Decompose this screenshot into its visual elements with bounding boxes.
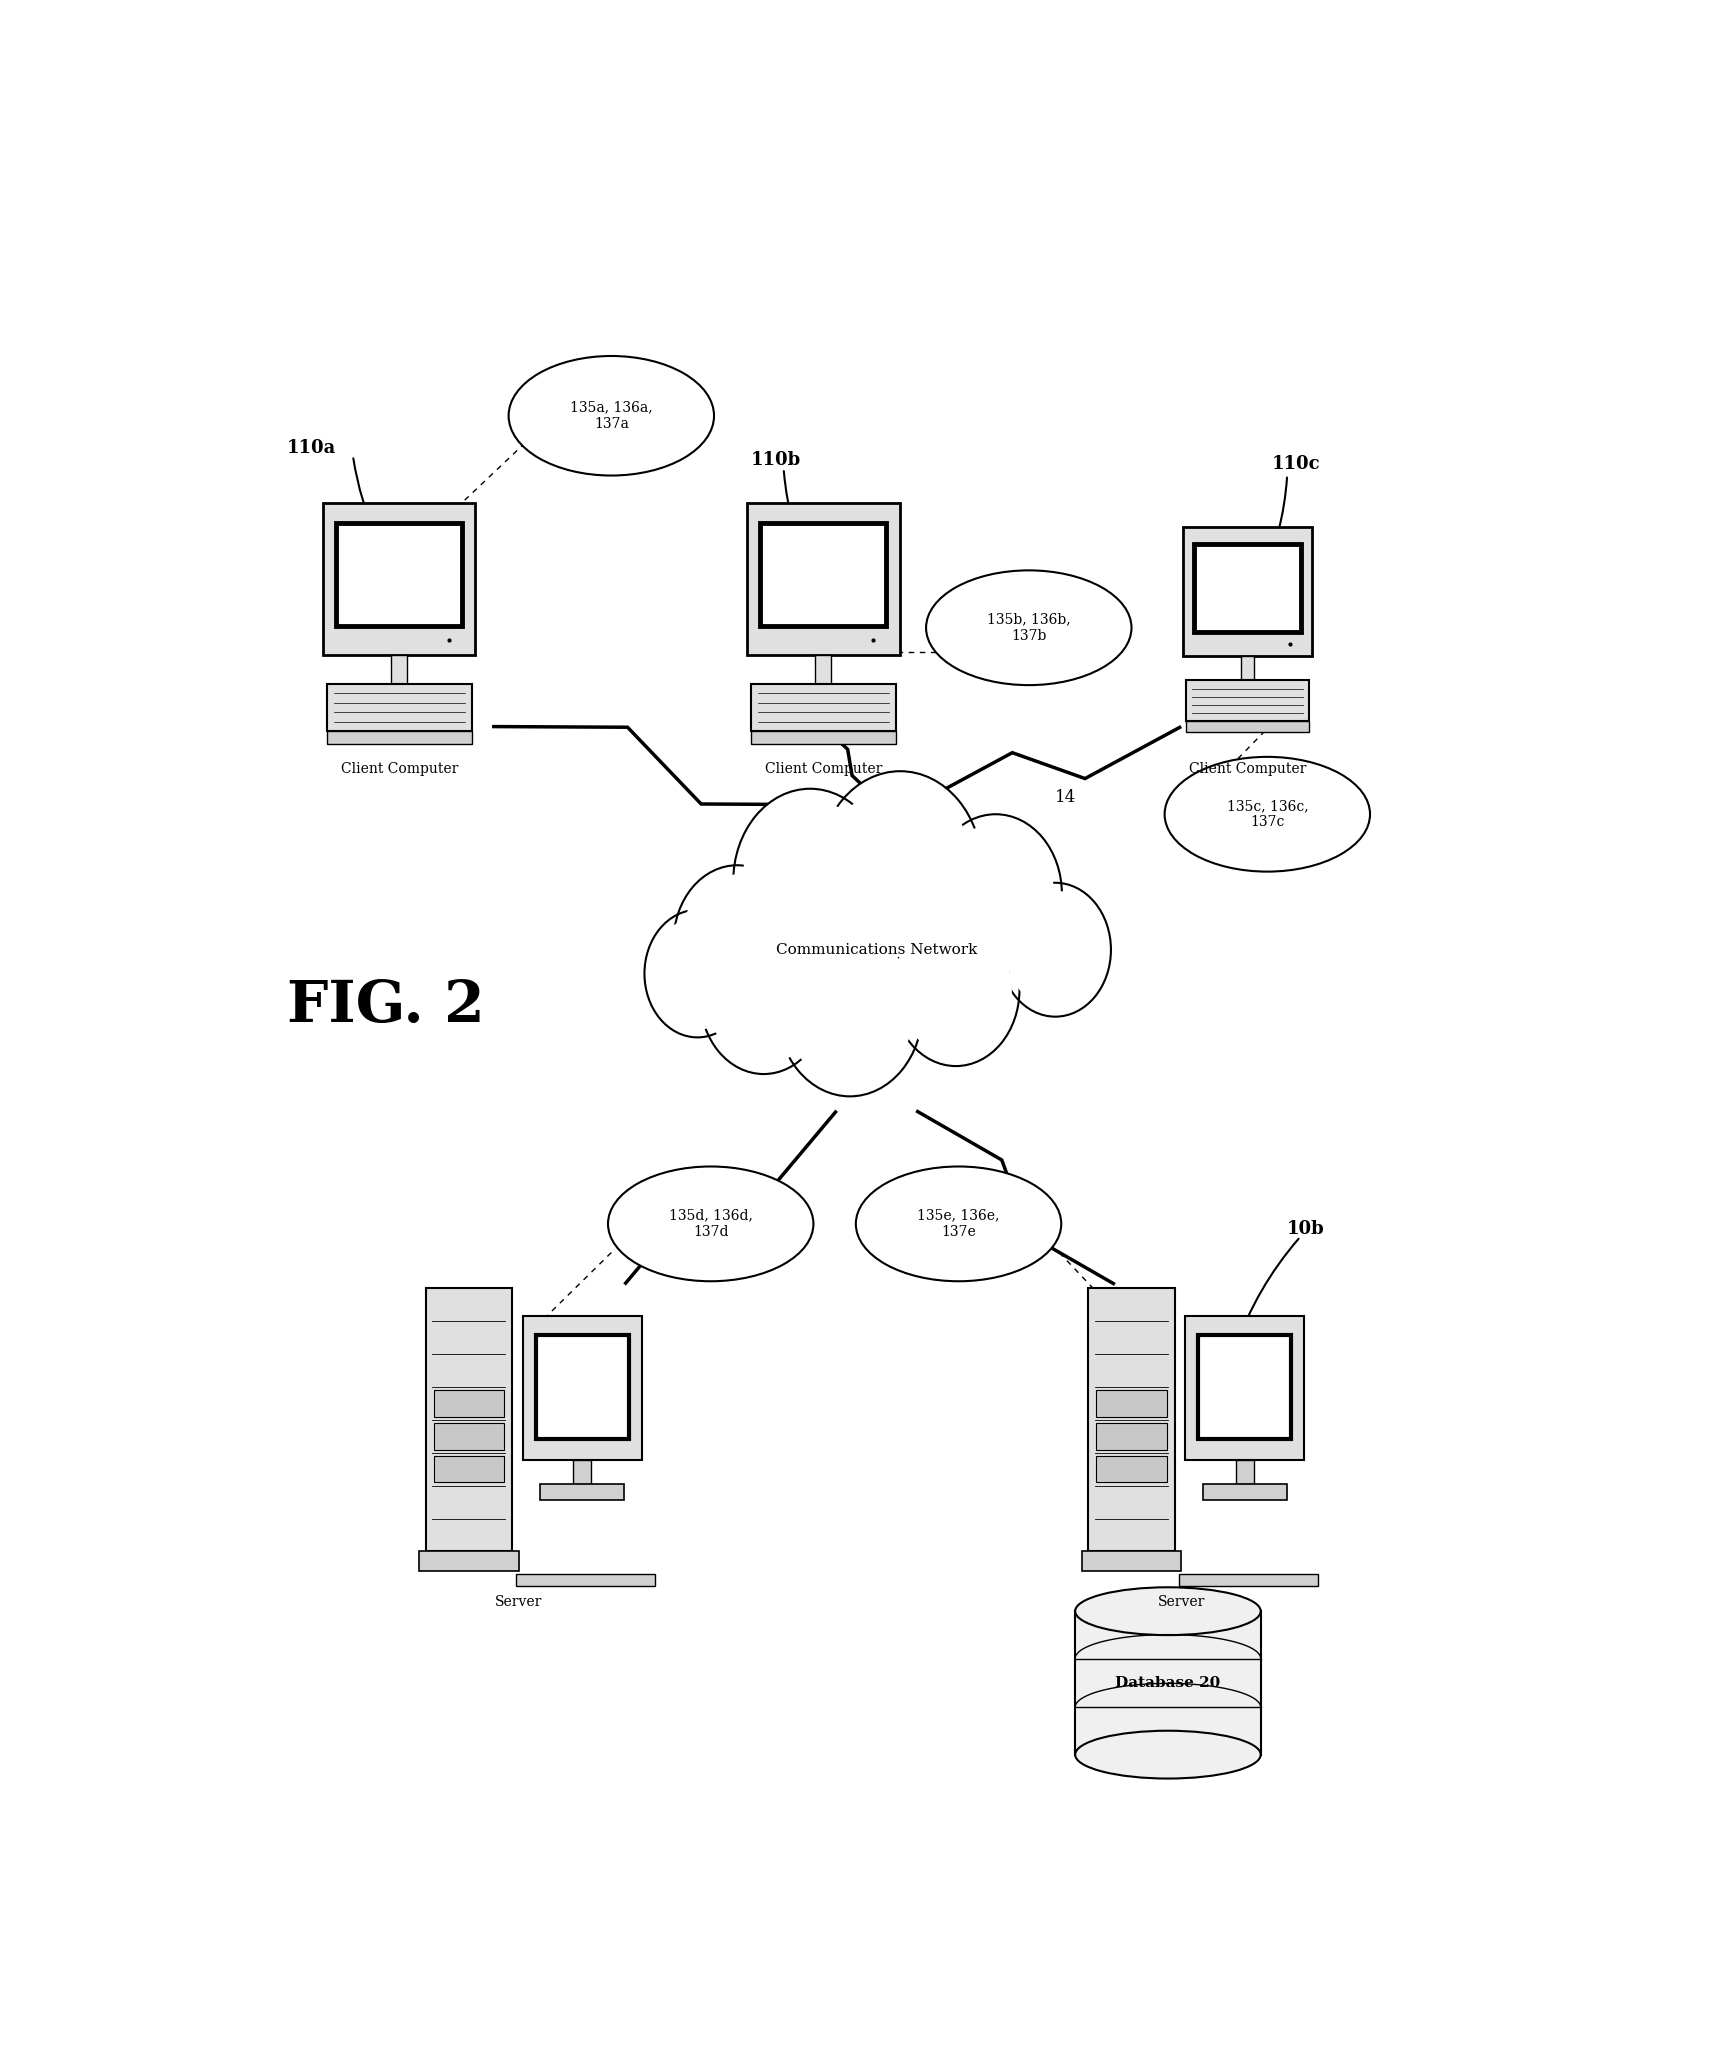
- Circle shape: [785, 932, 915, 1087]
- FancyBboxPatch shape: [1096, 1422, 1166, 1449]
- FancyBboxPatch shape: [516, 1573, 655, 1586]
- Ellipse shape: [1076, 1731, 1260, 1778]
- Text: 110c: 110c: [1271, 455, 1320, 472]
- Text: Client Computer: Client Computer: [764, 762, 882, 776]
- Circle shape: [937, 824, 1053, 965]
- FancyBboxPatch shape: [337, 522, 462, 625]
- FancyBboxPatch shape: [1088, 1288, 1175, 1550]
- Text: 110a: 110a: [287, 439, 335, 457]
- Text: 14: 14: [1055, 789, 1077, 807]
- FancyBboxPatch shape: [535, 1335, 629, 1439]
- Circle shape: [734, 789, 887, 973]
- FancyBboxPatch shape: [1076, 1610, 1260, 1755]
- FancyBboxPatch shape: [327, 731, 472, 743]
- FancyBboxPatch shape: [1185, 1317, 1305, 1459]
- Circle shape: [899, 923, 1012, 1058]
- Circle shape: [776, 921, 923, 1097]
- FancyBboxPatch shape: [1187, 681, 1308, 720]
- Text: Server: Server: [494, 1596, 542, 1608]
- Text: Communications Network: Communications Network: [776, 942, 976, 956]
- FancyBboxPatch shape: [540, 1484, 624, 1499]
- FancyBboxPatch shape: [1183, 528, 1312, 656]
- Text: 110b: 110b: [751, 451, 800, 470]
- Circle shape: [699, 921, 828, 1074]
- FancyBboxPatch shape: [1236, 1459, 1253, 1484]
- FancyBboxPatch shape: [426, 1288, 511, 1550]
- FancyBboxPatch shape: [1204, 1484, 1286, 1499]
- Text: 10b: 10b: [1288, 1219, 1325, 1238]
- Ellipse shape: [927, 571, 1132, 685]
- FancyBboxPatch shape: [1199, 1335, 1291, 1439]
- Circle shape: [708, 929, 819, 1064]
- FancyBboxPatch shape: [434, 1391, 504, 1416]
- Text: 135b, 136b,
137b: 135b, 136b, 137b: [987, 613, 1070, 644]
- FancyBboxPatch shape: [1178, 1573, 1318, 1586]
- Circle shape: [645, 911, 751, 1037]
- FancyBboxPatch shape: [1096, 1455, 1166, 1482]
- FancyBboxPatch shape: [323, 503, 475, 654]
- FancyBboxPatch shape: [761, 522, 886, 625]
- FancyBboxPatch shape: [392, 654, 407, 683]
- Ellipse shape: [508, 356, 715, 476]
- FancyBboxPatch shape: [751, 731, 896, 743]
- Text: 135c, 136c,
137c: 135c, 136c, 137c: [1226, 799, 1308, 830]
- FancyBboxPatch shape: [419, 1550, 518, 1571]
- Ellipse shape: [1076, 1588, 1260, 1635]
- Text: FIG. 2: FIG. 2: [287, 977, 484, 1033]
- FancyBboxPatch shape: [1194, 544, 1301, 631]
- Circle shape: [893, 913, 1019, 1066]
- Circle shape: [742, 799, 877, 963]
- Text: 10a: 10a: [592, 1321, 628, 1337]
- Text: Server: Server: [1158, 1596, 1206, 1608]
- FancyBboxPatch shape: [327, 683, 472, 731]
- FancyBboxPatch shape: [434, 1422, 504, 1449]
- FancyBboxPatch shape: [816, 654, 831, 683]
- FancyBboxPatch shape: [434, 1455, 504, 1482]
- Circle shape: [1000, 882, 1112, 1016]
- Circle shape: [652, 917, 744, 1029]
- FancyBboxPatch shape: [1187, 720, 1308, 733]
- Circle shape: [828, 782, 973, 956]
- Circle shape: [674, 865, 800, 1018]
- Text: Database 20: Database 20: [1115, 1677, 1221, 1689]
- Text: 135a, 136a,
137a: 135a, 136a, 137a: [569, 402, 653, 431]
- Circle shape: [817, 772, 983, 969]
- FancyBboxPatch shape: [751, 683, 896, 731]
- Text: 135e, 136e,
137e: 135e, 136e, 137e: [917, 1209, 1000, 1240]
- FancyBboxPatch shape: [1096, 1391, 1166, 1416]
- FancyBboxPatch shape: [523, 1317, 641, 1459]
- Text: Client Computer: Client Computer: [340, 762, 458, 776]
- Circle shape: [1005, 890, 1105, 1008]
- Circle shape: [929, 814, 1062, 973]
- Ellipse shape: [855, 1167, 1062, 1281]
- FancyBboxPatch shape: [573, 1459, 592, 1484]
- FancyBboxPatch shape: [1241, 656, 1253, 681]
- Circle shape: [681, 874, 793, 1008]
- Ellipse shape: [1165, 758, 1370, 871]
- Ellipse shape: [609, 1167, 814, 1281]
- Text: 135d, 136d,
137d: 135d, 136d, 137d: [669, 1209, 752, 1240]
- FancyBboxPatch shape: [1082, 1550, 1182, 1571]
- FancyBboxPatch shape: [747, 503, 899, 654]
- Text: Client Computer: Client Computer: [1188, 762, 1306, 776]
